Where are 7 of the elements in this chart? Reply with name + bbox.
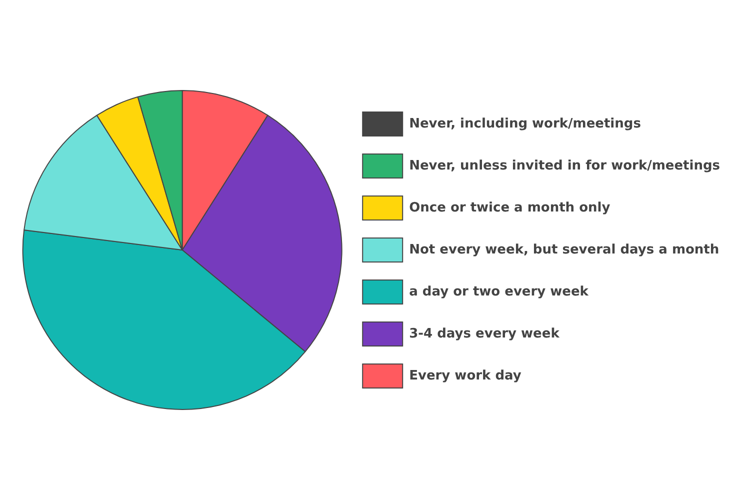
legend-label: Never, including work/meetings xyxy=(409,116,642,132)
legend-label: 3-4 days every week xyxy=(409,326,560,342)
legend-label: Not every week, but several days a month xyxy=(409,242,720,258)
legend-label: Never, unless invited in for work/meetings xyxy=(409,158,720,174)
legend-label: Every work day xyxy=(409,368,522,384)
legend-label: Once or twice a month only xyxy=(409,200,611,216)
legend-label: a day or two every week xyxy=(409,284,589,300)
